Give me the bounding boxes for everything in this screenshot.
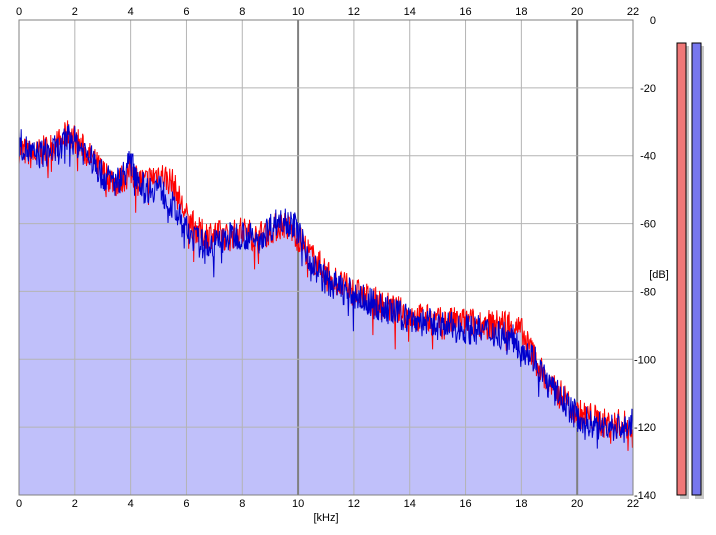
x-tick-label-top: 22: [627, 6, 639, 18]
series-line-2: [18, 124, 634, 449]
x-tick-label-top: 20: [571, 6, 583, 18]
y-tick-label: -20: [640, 83, 656, 95]
y-axis-label: [dB]: [649, 269, 669, 281]
x-tick-label-bottom: 12: [348, 498, 360, 510]
x-tick-label-top: 14: [404, 6, 416, 18]
x-tick-label-top: 18: [515, 6, 527, 18]
y-tick-label: -40: [640, 151, 656, 163]
tick-labels: 002244668810101212141416161818202022220-…: [16, 6, 656, 510]
series-lines: [18, 120, 634, 451]
x-tick-label-bottom: 16: [459, 498, 471, 510]
x-axis-label: [kHz]: [313, 512, 338, 524]
y-tick-label: 0: [650, 15, 656, 27]
x-tick-label-bottom: 0: [16, 498, 22, 510]
x-tick-label-top: 6: [183, 6, 189, 18]
y-tick-label: -120: [634, 422, 656, 434]
y-tick-label: -100: [634, 354, 656, 366]
x-tick-label-top: 0: [16, 6, 22, 18]
x-tick-label-top: 8: [239, 6, 245, 18]
x-tick-label-bottom: 18: [515, 498, 527, 510]
x-tick-label-bottom: 14: [404, 498, 416, 510]
x-tick-label-bottom: 8: [239, 498, 245, 510]
x-tick-label-bottom: 22: [627, 498, 639, 510]
left-level-meter: [676, 42, 687, 496]
right-level-meter: [691, 42, 702, 496]
spectrum-fill-area: [19, 120, 633, 496]
x-tick-label-top: 16: [459, 6, 471, 18]
level-meters: [676, 42, 704, 499]
y-tick-label: -60: [640, 219, 656, 231]
x-tick-label-bottom: 20: [571, 498, 583, 510]
x-tick-label-bottom: 6: [183, 498, 189, 510]
x-tick-label-top: 10: [292, 6, 304, 18]
x-tick-label-top: 2: [72, 6, 78, 18]
x-tick-label-top: 4: [128, 6, 134, 18]
y-tick-label: -140: [634, 490, 656, 502]
x-tick-label-top: 12: [348, 6, 360, 18]
y-tick-label: -80: [640, 286, 656, 298]
x-tick-label-bottom: 2: [72, 498, 78, 510]
x-tick-label-bottom: 4: [128, 498, 134, 510]
plot-border: [18, 19, 634, 496]
x-tick-label-bottom: 10: [292, 498, 304, 510]
